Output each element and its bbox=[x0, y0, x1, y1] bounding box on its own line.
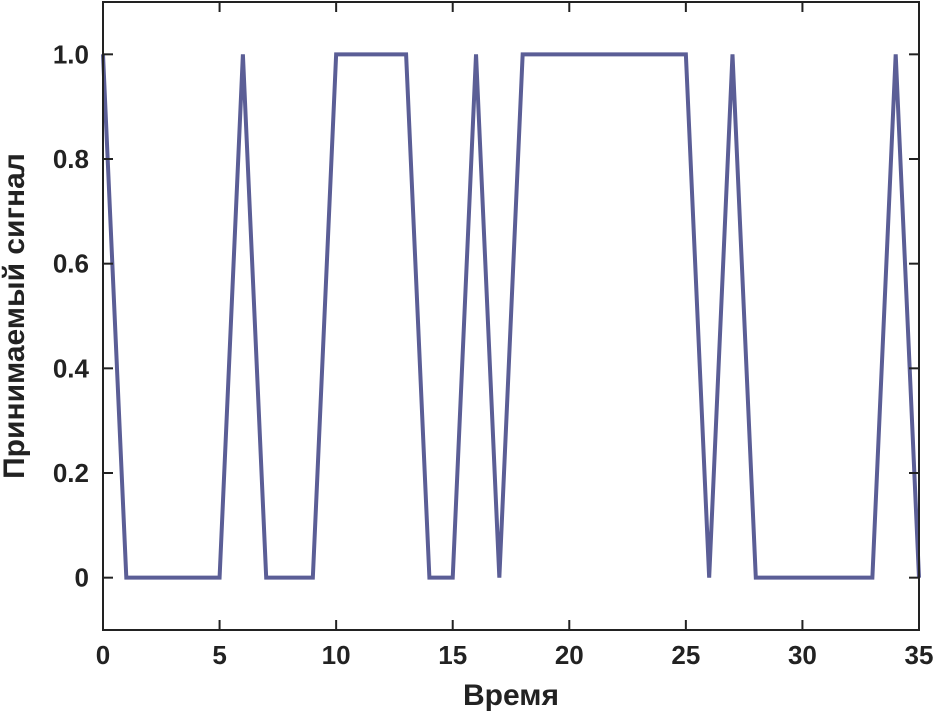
x-tick-label-2: 10 bbox=[322, 640, 351, 670]
x-tick-label-1: 5 bbox=[212, 640, 226, 670]
x-axis-title: Время bbox=[463, 679, 559, 712]
x-tick-label-5: 25 bbox=[671, 640, 700, 670]
y-tick-label-1: 0.2 bbox=[53, 458, 89, 488]
x-tick-label-0: 0 bbox=[96, 640, 110, 670]
y-tick-label-2: 0.4 bbox=[53, 353, 90, 383]
labels-layer: 0 5 10 15 20 25 30 35 0 0.2 0.4 0.6 0.8 1.0 bbox=[53, 39, 934, 670]
plot-frame bbox=[102, 1, 920, 631]
y-tick-label-5: 1.0 bbox=[53, 39, 89, 69]
x-tick-label-3: 15 bbox=[438, 640, 467, 670]
series-line-0 bbox=[101, 52, 921, 580]
y-tick-label-3: 0.6 bbox=[53, 249, 89, 279]
x-tick-label-4: 20 bbox=[555, 640, 584, 670]
y-tick-label-4: 0.8 bbox=[53, 144, 89, 174]
series-layer bbox=[101, 52, 921, 580]
y-tick-label-0: 0 bbox=[75, 563, 89, 593]
x-tick-label-6: 30 bbox=[788, 640, 817, 670]
x-tick-label-7: 35 bbox=[905, 640, 934, 670]
y-axis-title: Принимаемый сигнал bbox=[0, 153, 31, 479]
